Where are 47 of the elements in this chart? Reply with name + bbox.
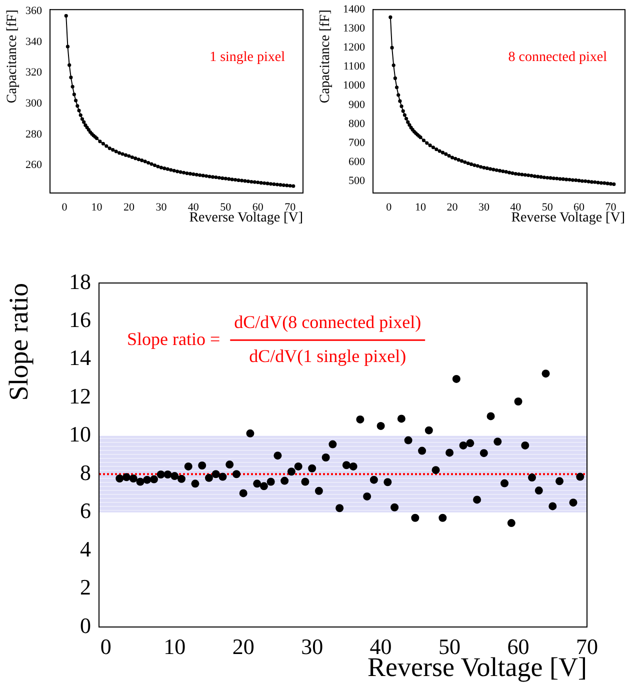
annotation: 1 single pixel: [210, 50, 286, 65]
y-tick-label: 900: [348, 98, 366, 111]
annotation: 8 connected pixel: [508, 50, 608, 65]
x-tick-label: 0: [386, 201, 392, 214]
x-tick-label: 50: [438, 634, 461, 659]
y-tick-label: 4: [80, 536, 91, 562]
x-tick-label: 10: [415, 201, 427, 214]
x-tick-label: 0: [100, 634, 112, 659]
y-tick-label: 14: [69, 345, 91, 370]
y-axis-title: Capacitance [fF]: [318, 10, 334, 104]
y-axis-title: Slope ratio: [3, 283, 34, 401]
x-tick-label: 30: [156, 201, 168, 214]
y-tick-label: 320: [26, 66, 42, 79]
x-tick-label: 30: [301, 634, 324, 659]
x-tick-label: 30: [478, 201, 490, 214]
y-tick-label: 0: [80, 612, 91, 638]
x-tick-label: 60: [507, 634, 530, 659]
x-tick-label: 20: [446, 201, 458, 214]
y-tick-label: 1400: [343, 3, 366, 16]
y-tick-label: 800: [348, 118, 366, 130]
y-tick-label: 260: [26, 159, 42, 172]
y-tick-label: 1000: [343, 80, 366, 92]
x-tick-label: 20: [232, 634, 254, 659]
y-tick-label: 600: [348, 156, 366, 168]
y-tick-label: 500: [348, 175, 366, 188]
y-tick-label: 12: [69, 383, 91, 408]
y-tick-label: 8: [80, 460, 91, 485]
y-tick-label: 280: [26, 128, 42, 140]
y-axis-title: Capacitance [fF]: [5, 10, 20, 104]
y-tick-label: 2: [80, 574, 91, 600]
y-tick-label: 16: [69, 307, 91, 332]
x-tick-label: 10: [91, 201, 103, 214]
annotation: dC/dV(8 connected pixel): [234, 312, 422, 332]
y-tick-label: 1300: [343, 22, 366, 35]
y-tick-label: 360: [26, 5, 42, 18]
annotation: dC/dV(1 single pixel): [249, 346, 406, 366]
y-tick-label: 700: [348, 136, 366, 149]
y-tick-label: 10: [69, 422, 91, 447]
y-tick-label: 6: [80, 498, 91, 524]
y-tick-label: 300: [26, 98, 42, 110]
y-tick-label: 1100: [343, 60, 366, 73]
y-tick-label: 18: [69, 268, 91, 294]
y-tick-label: 340: [26, 36, 42, 48]
x-tick-label: 20: [123, 201, 135, 214]
x-tick-label: 10: [164, 634, 186, 659]
y-tick-label: 1200: [343, 42, 366, 54]
annotation: Slope ratio =: [127, 328, 220, 349]
